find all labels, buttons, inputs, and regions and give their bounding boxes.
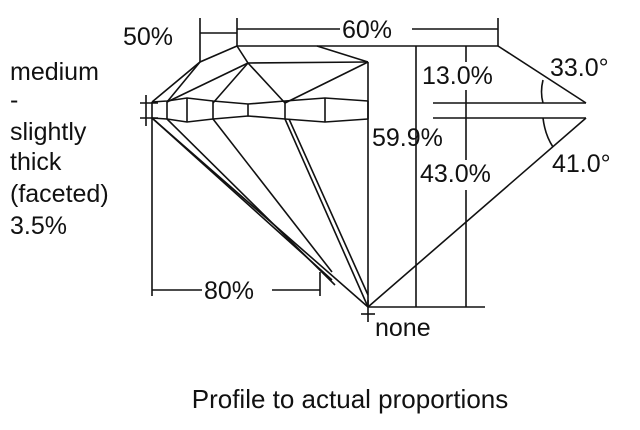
diamond-outline-left [140, 45, 498, 308]
girdle-label-line: - [10, 86, 18, 114]
diamond-cross-section-right [367, 45, 587, 308]
culet-label: none [375, 314, 431, 342]
crown-angle-arc [540, 79, 544, 104]
lower-half-length-label: 80% [204, 277, 254, 305]
total-depth-label: 59.9% [372, 124, 443, 152]
girdle-label: medium - slightly thick (faceted) 3.5% [10, 58, 109, 240]
pavilion-angle-label: 41.0° [552, 150, 611, 178]
girdle-label-line: 3.5% [10, 212, 67, 240]
crown-angle-label: 33.0° [550, 54, 609, 82]
girdle-label-line: slightly [10, 118, 87, 146]
star-length-label: 50% [123, 23, 173, 51]
dimension-lines [151, 18, 499, 322]
table-label: 60% [342, 16, 392, 44]
girdle-label-line: thick [10, 148, 62, 176]
pavilion-angle-arc [542, 117, 554, 148]
crown-height-label: 13.0% [422, 62, 493, 90]
caption: Profile to actual proportions [192, 384, 509, 414]
girdle-label-line: medium [10, 58, 99, 86]
pavilion-depth-label: 43.0% [420, 160, 491, 188]
girdle-label-line: (faceted) [10, 180, 109, 208]
